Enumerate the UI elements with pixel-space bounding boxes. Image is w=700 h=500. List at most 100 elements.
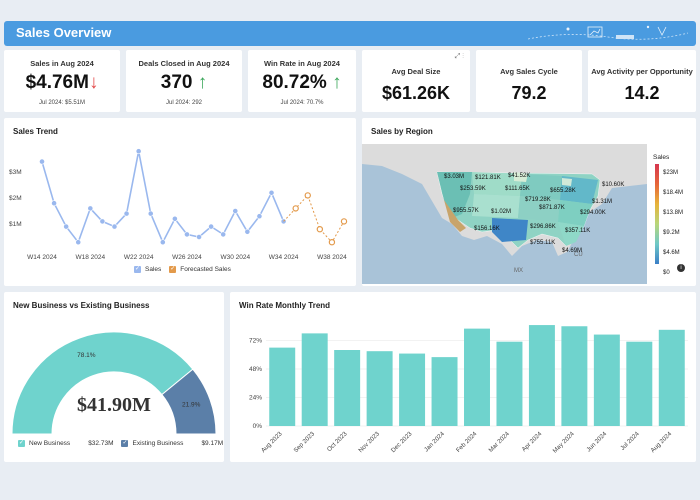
kpi-card-deals[interactable]: Deals Closed in Aug 2024 370 ↑ Jul 2024:…: [126, 50, 242, 112]
bar: [658, 329, 685, 426]
y-tick-label: 48%: [249, 366, 262, 373]
forecast-point: [328, 238, 336, 246]
region-label[interactable]: $41.52K: [508, 173, 531, 179]
page-title: Sales Overview: [16, 25, 112, 40]
us-map-shape: [362, 144, 647, 256]
bar: [334, 350, 361, 426]
region-label[interactable]: $1.02M: [491, 209, 512, 215]
region-label[interactable]: $719.28K: [525, 197, 551, 203]
kpi-title: Sales in Aug 2024: [30, 59, 94, 68]
bar: [593, 334, 620, 426]
bar: [464, 328, 490, 426]
business-gauge-chart[interactable]: 78.1% 21.9%: [4, 292, 224, 462]
legend-checkbox-existing[interactable]: [121, 439, 129, 447]
forecast-point: [340, 218, 348, 225]
new-vs-existing-panel[interactable]: New Business vs Existing Business 78.1% 2…: [4, 292, 224, 462]
region-label[interactable]: $294.00K: [580, 210, 606, 216]
x-tick-label: Jul 2024: [619, 430, 641, 452]
forecast-point: [304, 192, 311, 199]
map-legend-title: Sales: [653, 154, 670, 161]
x-tick-label: Oct 2023: [326, 430, 349, 453]
panel-title: Sales Trend: [13, 127, 58, 136]
sales-point: [244, 228, 251, 235]
kpi-card-avg-activity[interactable]: Avg Activity per Opportunity 14.2: [588, 50, 696, 112]
kpi-title: Avg Sales Cycle: [500, 67, 558, 76]
forecast-point: [292, 205, 299, 212]
sales-point: [268, 189, 275, 196]
forecast-point: [316, 225, 324, 233]
gauge-segment-existing: [161, 368, 217, 435]
sales-point: [135, 148, 142, 155]
scale-label: $13.8M: [663, 210, 684, 216]
x-tick-label: W38 2024: [317, 254, 347, 261]
kpi-card-sales[interactable]: Sales in Aug 2024 $4.76M↓ Jul 2024: $5.5…: [4, 50, 120, 112]
region-map[interactable]: MX CU $3.03M $121.81K $41.52K $253.59K $…: [362, 144, 647, 284]
kpi-value: $61.26K: [381, 83, 451, 103]
region-label[interactable]: $111.65K: [505, 186, 530, 192]
region-label[interactable]: $357.11K: [565, 228, 591, 234]
kpi-title: Avg Deal Size: [391, 67, 441, 76]
panel-title: Sales by Region: [371, 127, 433, 136]
legend-label-sales: Sales: [145, 266, 162, 273]
region-label[interactable]: $655.28K: [550, 188, 576, 194]
sales-point: [39, 158, 45, 165]
kpi-card-winrate[interactable]: Win Rate in Aug 2024 80.72% ↑ Jul 2024: …: [248, 50, 356, 112]
region-label[interactable]: $955.57K: [453, 208, 479, 214]
kpi-title: Win Rate in Aug 2024: [264, 59, 340, 68]
x-tick-label: Nov 2023: [357, 430, 381, 454]
win-rate-bar-chart[interactable]: 72% 48% 24% 0%Aug 2023 Sep 2023 Oct 2023 Nov 2…: [230, 292, 696, 462]
kpi-value: 370 ↑: [160, 72, 208, 93]
region-label[interactable]: $296.86K: [530, 224, 556, 230]
legend-checkbox-sales[interactable]: [134, 265, 141, 273]
sales-trend-chart[interactable]: $3M $2M $1M W14 2024 W18 2024 W22 2024 W26 202…: [4, 118, 356, 286]
region-label[interactable]: $871.87K: [539, 205, 565, 211]
kpi-value: 79.2: [511, 83, 547, 103]
region-label[interactable]: $3.03M: [444, 174, 465, 180]
info-icon[interactable]: i: [677, 264, 685, 272]
bar: [626, 341, 653, 426]
dashboard-header: Sales Overview: [4, 21, 696, 46]
x-tick-label: May 2024: [552, 430, 577, 455]
kpi-previous: Jul 2024: 70.7%: [280, 100, 324, 106]
region-label[interactable]: $121.81K: [475, 175, 501, 181]
legend-value-new: $32.73M: [88, 440, 114, 447]
legend-checkbox-new[interactable]: [18, 439, 25, 447]
sales-point: [232, 208, 239, 214]
region-label[interactable]: $10.60K: [602, 182, 625, 188]
sales-point: [51, 200, 57, 207]
forecast-line: [283, 194, 345, 244]
legend-value-existing: $9.17M: [201, 440, 224, 447]
region-label[interactable]: $4.69M: [562, 248, 583, 254]
x-tick-label: Apr 2024: [521, 430, 544, 453]
kpi-value: 80.72% ↑: [262, 72, 342, 93]
win-rate-trend-panel[interactable]: Win Rate Monthly Trend 72% 48% 24% 0% Aug 20…: [230, 292, 696, 462]
gauge-percent-label: 21.9%: [182, 401, 201, 408]
region-label[interactable]: $156.16K: [474, 226, 500, 232]
panel-title: Win Rate Monthly Trend: [239, 301, 331, 310]
sales-trend-panel[interactable]: Sales Trend $3M $2M $1M W14 2024 W18 2024 W22…: [4, 118, 356, 286]
y-tick-label: $3M: [9, 169, 22, 176]
sales-point: [147, 210, 154, 217]
kpi-card-avg-deal[interactable]: ⤢ ⋮ Avg Deal Size $61.26K: [362, 50, 470, 112]
arrow-up-icon: ↑: [197, 72, 208, 93]
panel-title: New Business vs Existing Business: [13, 301, 150, 310]
x-tick-label: W26 2024: [172, 254, 202, 261]
x-tick-label: Jan 2024: [423, 430, 446, 453]
scale-label: $4.6M: [663, 250, 680, 256]
x-tick-label: Sep 2023: [292, 430, 316, 454]
sales-point: [75, 239, 82, 246]
sales-line: [41, 151, 285, 245]
region-label[interactable]: $253.59K: [460, 186, 486, 192]
region-label[interactable]: $1.31M: [592, 199, 613, 205]
chart-legend: New Business $32.73M Existing Business $…: [18, 439, 224, 447]
expand-icon[interactable]: ⤢ ⋮: [454, 53, 464, 60]
region-label[interactable]: $755.11K: [530, 240, 556, 246]
map-color-scale[interactable]: [655, 164, 659, 264]
x-tick-label: Feb 2024: [455, 430, 479, 454]
kpi-card-avg-cycle[interactable]: Avg Sales Cycle 79.2: [476, 50, 582, 112]
x-tick-label: W14 2024: [27, 254, 57, 261]
map-mark-cu: CU: [574, 252, 583, 258]
arrow-up-icon: ↑: [332, 72, 342, 93]
legend-checkbox-forecast[interactable]: [169, 265, 177, 273]
kpi-value: 14.2: [624, 83, 660, 103]
